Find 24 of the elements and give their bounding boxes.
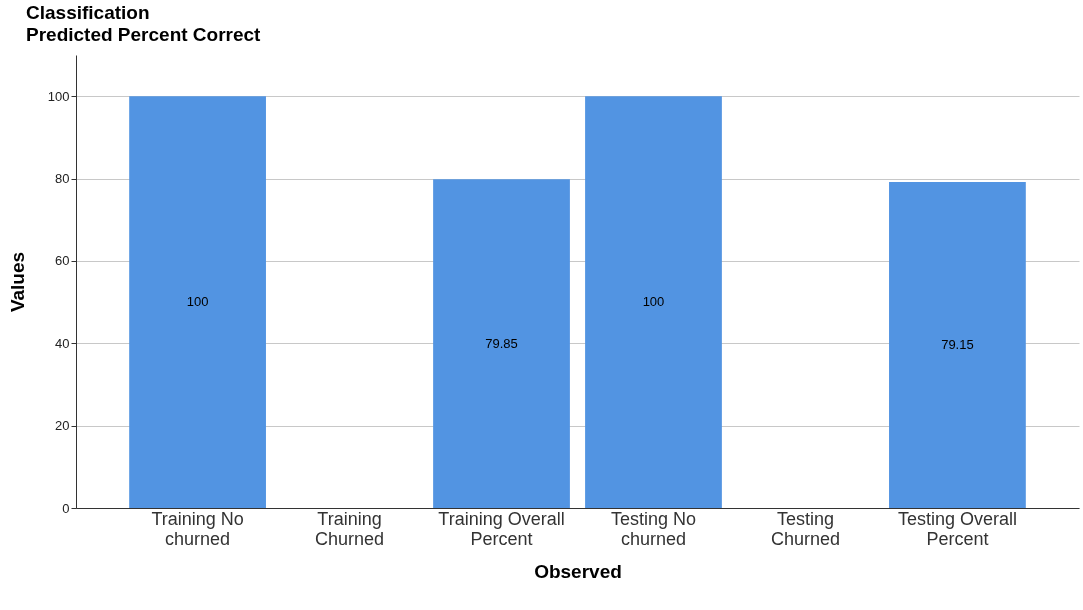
y-tick-label: 20 — [55, 418, 70, 434]
y-tick-label: 0 — [62, 500, 70, 516]
y-tick-label: 100 — [47, 88, 70, 104]
x-tick-label: Testing Churned — [770, 508, 840, 549]
bar — [585, 96, 722, 508]
chart-title: Classification — [26, 2, 150, 23]
x-tick-label: Testing No churned — [610, 508, 697, 549]
x-tick-label: Training Churned — [315, 508, 385, 549]
bar — [129, 96, 266, 508]
bar — [889, 182, 1026, 508]
x-tick-label: Training No churned — [151, 508, 244, 549]
x-axis-title: Observed — [534, 560, 622, 582]
data-label: 79.15 — [941, 337, 974, 353]
data-label: 100 — [642, 294, 665, 310]
y-tick-label: 60 — [55, 253, 70, 269]
y-tick-label: 80 — [55, 171, 70, 187]
x-tick-label: Training Overall Percent — [438, 508, 565, 549]
y-axis-title: Values — [6, 251, 28, 313]
data-label: 100 — [186, 294, 209, 310]
data-label: 79.85 — [485, 335, 518, 351]
bar — [433, 179, 570, 508]
y-tick-label: 40 — [55, 335, 70, 351]
x-tick-label: Testing Overall Percent — [897, 508, 1017, 549]
chart-subtitle: Predicted Percent Correct — [26, 24, 262, 45]
